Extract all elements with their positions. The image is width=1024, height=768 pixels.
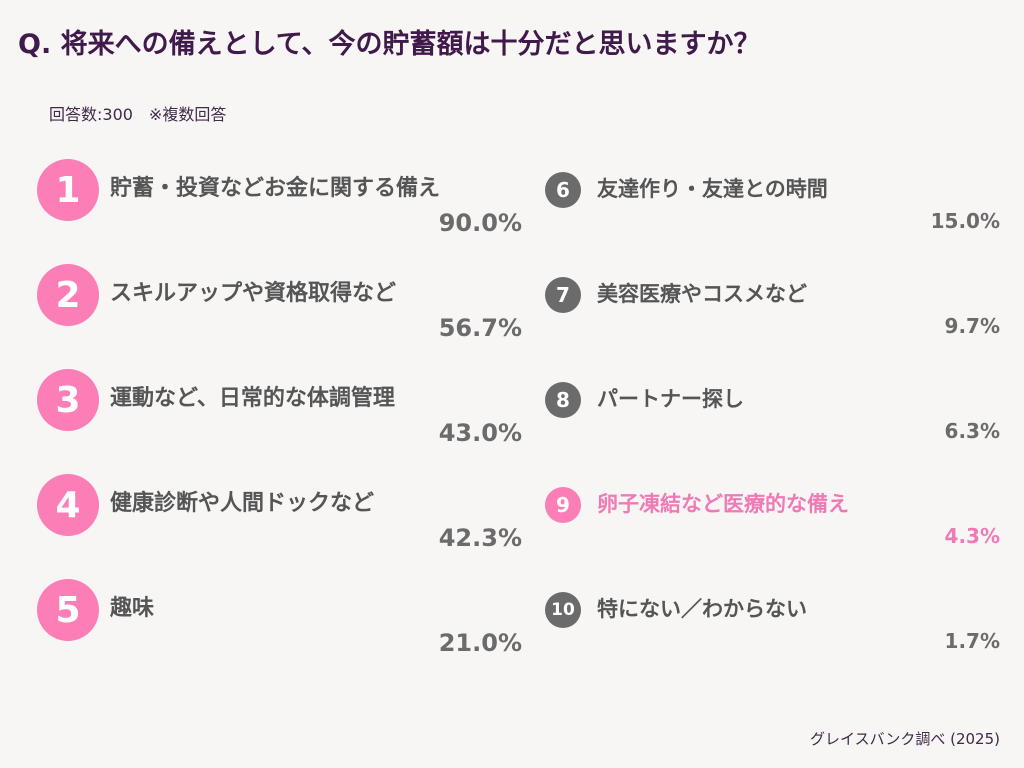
item-label: 貯蓄・投資などお金に関する備え xyxy=(110,176,441,201)
rank-badge: 6 xyxy=(545,172,581,208)
item-percentage: 9.7% xyxy=(944,314,1000,338)
item-percentage: 42.3% xyxy=(438,524,522,552)
item-percentage: 90.0% xyxy=(438,209,522,237)
source-note: グレイスバンク調べ (2025) xyxy=(810,730,1000,748)
item-label: 特にない／わからない xyxy=(597,597,807,621)
item-percentage: 6.3% xyxy=(944,419,1000,443)
rank-badge: 2 xyxy=(37,264,99,326)
item-percentage: 1.7% xyxy=(944,629,1000,653)
rank-badge: 3 xyxy=(37,369,99,431)
page-title: Q. 将来への備えとして、今の貯蓄額は十分だと思いますか？ xyxy=(18,29,761,60)
rank-badge: 9 xyxy=(545,487,581,523)
item-label: 健康診断や人間ドックなど xyxy=(110,491,375,516)
rank-badge: 7 xyxy=(545,277,581,313)
item-label: 友達作り・友達との時間 xyxy=(597,177,828,201)
rank-badge: 5 xyxy=(37,579,99,641)
item-percentage: 56.7% xyxy=(438,314,522,342)
item-label: 趣味 xyxy=(110,596,155,621)
item-label: スキルアップや資格取得など xyxy=(110,281,397,306)
item-percentage: 43.0% xyxy=(438,419,522,447)
rank-badge: 8 xyxy=(545,382,581,418)
item-label: 卵子凍結など医療的な備え xyxy=(597,492,849,516)
rank-badge: 1 xyxy=(37,159,99,221)
item-percentage: 15.0% xyxy=(930,209,1000,233)
item-label: パートナー探し xyxy=(597,387,744,411)
item-label: 美容医療やコスメなど xyxy=(597,282,807,306)
rank-badge: 10 xyxy=(545,592,581,628)
item-percentage: 21.0% xyxy=(438,629,522,657)
item-percentage: 4.3% xyxy=(944,524,1000,548)
item-label: 運動など、日常的な体調管理 xyxy=(110,386,395,411)
respondent-note: 回答数:300 ※複数回答 xyxy=(49,105,227,124)
rank-badge: 4 xyxy=(37,474,99,536)
